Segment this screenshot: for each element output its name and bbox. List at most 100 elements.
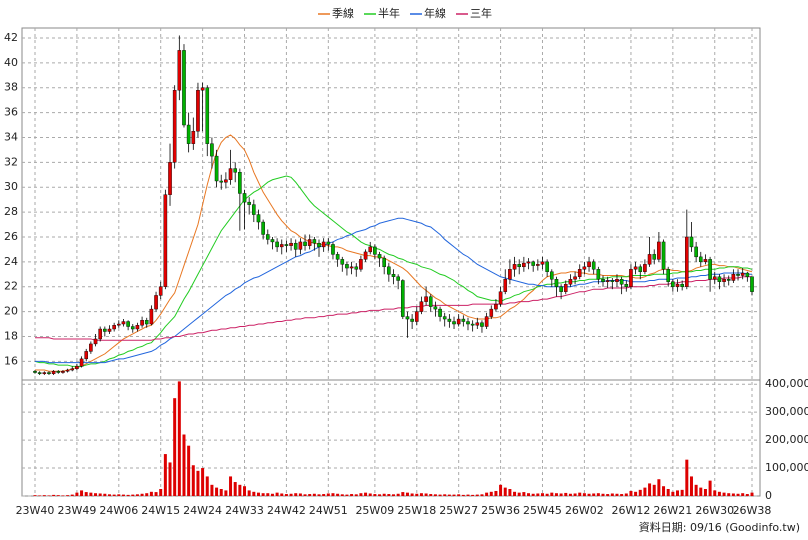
- volume-bar: [662, 486, 666, 496]
- volume-bar: [47, 495, 51, 496]
- y-tick-label: 28: [4, 205, 18, 218]
- volume-bar: [126, 494, 130, 496]
- volume-bar: [284, 494, 288, 496]
- y-tick-label: 42: [4, 31, 18, 44]
- volume-bar: [256, 492, 260, 496]
- candle-body: [219, 180, 224, 183]
- y-tick-label: 20: [4, 305, 18, 318]
- volume-bar: [461, 494, 465, 496]
- volume-bar: [545, 493, 549, 496]
- volume-bar: [713, 490, 717, 496]
- candle-body: [154, 295, 158, 310]
- volume-bar: [336, 493, 340, 496]
- volume-bar: [298, 493, 302, 496]
- candle-body: [661, 241, 666, 270]
- candle-body: [354, 266, 359, 270]
- volume-bar: [447, 494, 451, 496]
- volume-bar: [163, 454, 167, 496]
- volume-bar: [243, 486, 247, 496]
- volume-bar: [606, 494, 610, 496]
- volume-bar: [131, 494, 135, 496]
- volume-bar: [238, 484, 242, 496]
- x-tick-label: 24W24: [183, 504, 222, 517]
- volume-bar: [303, 494, 307, 496]
- candle-body: [587, 261, 591, 268]
- candle-body: [503, 279, 508, 292]
- candle-body: [726, 279, 731, 281]
- volume-bar: [592, 493, 596, 496]
- candle-body: [545, 261, 549, 272]
- candle-body: [559, 286, 563, 292]
- candle-body: [61, 371, 65, 373]
- volume-bar: [205, 476, 209, 496]
- candle-body: [582, 266, 587, 270]
- volume-bar: [247, 490, 251, 496]
- volume-bar: [117, 494, 121, 496]
- candle-body: [680, 284, 684, 287]
- volume-bar: [736, 493, 740, 496]
- candle-body: [470, 323, 475, 326]
- candle-body: [740, 272, 745, 276]
- volume-bar: [573, 493, 577, 496]
- legend-label: 年線: [424, 6, 446, 20]
- candle-body: [359, 259, 363, 270]
- volume-bar: [312, 493, 316, 496]
- candle-body: [498, 291, 503, 305]
- x-tick-label: 26W02: [565, 504, 604, 517]
- volume-bar: [694, 484, 698, 496]
- candle-body: [540, 261, 545, 265]
- candle-body: [47, 372, 51, 374]
- candle-body: [466, 321, 470, 325]
- candle-body: [452, 321, 456, 325]
- x-tick-label: 24W42: [267, 504, 306, 517]
- volume-bar: [540, 493, 544, 496]
- volume-bar: [527, 493, 531, 496]
- candle-body: [536, 264, 540, 266]
- candle-body: [279, 244, 284, 248]
- candle-body: [135, 325, 140, 330]
- volume-bar: [503, 487, 507, 496]
- y-tick-label: 26: [4, 230, 18, 243]
- candle-body: [317, 242, 321, 248]
- volume-bar: [33, 495, 37, 496]
- x-tick-label: 26W30: [695, 504, 734, 517]
- volume-bar: [722, 492, 726, 496]
- x-tick-label: 26W38: [733, 504, 772, 517]
- y-tick-label: 200,000: [765, 433, 808, 446]
- volume-bar: [84, 492, 88, 496]
- volume-bar: [201, 468, 205, 496]
- candle-body: [396, 276, 400, 281]
- volume-bar: [508, 489, 512, 496]
- candle-body: [382, 257, 386, 268]
- legend-label: 半年: [378, 6, 400, 20]
- volume-bar: [638, 489, 642, 496]
- volume-bar: [52, 494, 56, 496]
- candle-body: [84, 351, 89, 360]
- candle-body: [363, 251, 368, 260]
- y-tick-label: 34: [4, 130, 18, 143]
- volume-bar: [107, 494, 111, 496]
- candle-body: [717, 276, 722, 282]
- volume-bar: [410, 493, 414, 496]
- candle-body: [615, 279, 619, 282]
- y-tick-label: 40: [4, 56, 18, 69]
- candle-body: [37, 372, 42, 374]
- volume-bar: [620, 494, 624, 496]
- candle-body: [577, 269, 582, 277]
- volume-bar: [75, 492, 79, 496]
- candle-body: [303, 241, 307, 246]
- candle-body: [601, 279, 605, 282]
- candle-body: [405, 316, 410, 320]
- candle-body: [554, 279, 559, 287]
- x-tick-label: 26W12: [612, 504, 651, 517]
- volume-bar: [350, 494, 354, 496]
- volume-bar: [699, 487, 703, 496]
- volume-bar: [480, 494, 484, 496]
- candle-body: [33, 371, 37, 373]
- volume-bar: [457, 494, 461, 496]
- volume-bar: [294, 493, 298, 496]
- x-tick-label: 24W15: [141, 504, 180, 517]
- candle-body: [643, 264, 647, 272]
- candle-body: [252, 204, 256, 215]
- candle-body: [573, 276, 577, 280]
